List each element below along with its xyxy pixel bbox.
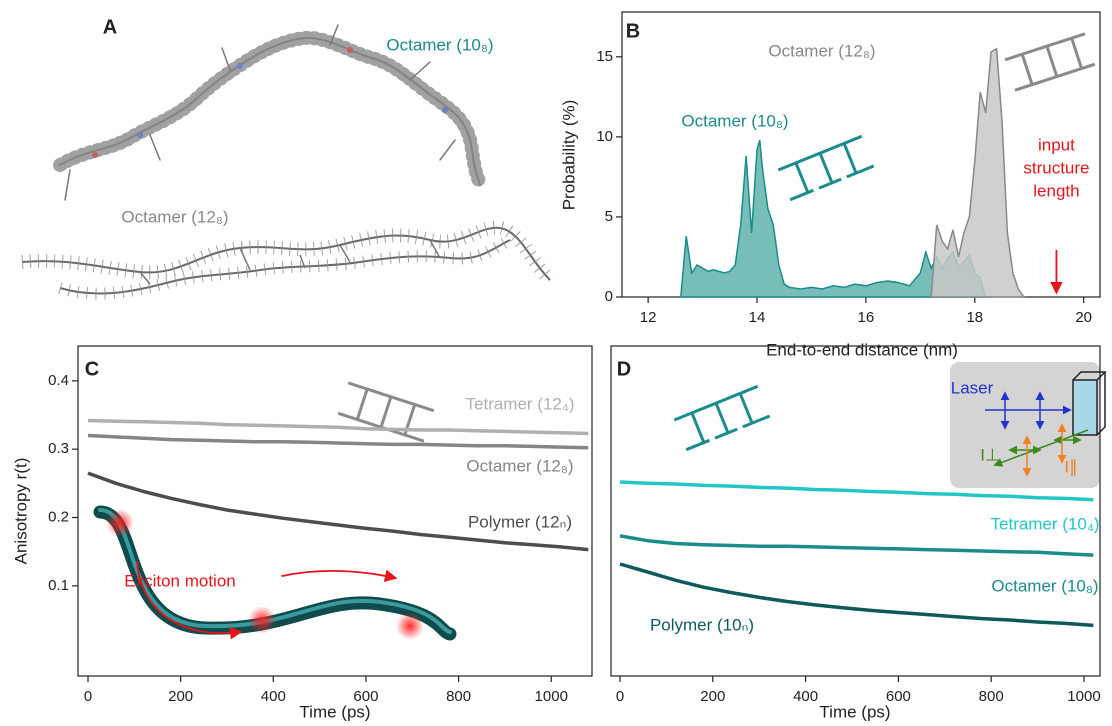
series-label: Polymer (10ₙ) [650,615,754,634]
series-label: Tetramer (12₄) [466,394,575,413]
x-tick-label: 200 [700,688,725,705]
annotation: I∥ [1064,457,1077,476]
series-label: Octamer (10₈) [991,576,1098,595]
annotation: I⊥ [980,445,1000,464]
panel-letter: D [617,358,631,380]
structure-label: Octamer (12₈) [121,207,228,226]
series-line [87,418,589,436]
series-label: Octamer (12₈) [466,456,573,475]
x-axis-label: Time (ps) [299,702,370,721]
x-axis-label: End-to-end distance (nm) [766,340,958,359]
molecule-10-8 [53,24,487,201]
panel-letter: B [626,20,640,42]
molecule-12-8 [21,220,556,300]
x-tick-label: 12 [640,309,657,326]
series-line [87,433,589,450]
x-tick-label: 1000 [1067,688,1100,705]
x-tick-label: 200 [168,688,193,705]
y-tick-label: 5 [605,208,613,225]
series-line [619,534,1094,557]
distribution-area [930,47,1026,298]
x-tick-label: 800 [446,688,471,705]
x-tick-label: 600 [886,688,911,705]
series-label: Octamer (12₈) [768,41,875,60]
annotation: Laser [951,378,994,397]
ladder-icon [777,134,875,202]
x-tick-label: 14 [749,309,766,326]
y-tick-label: 0.3 [48,440,69,457]
panel-letter: A [103,16,117,38]
molecule-dots [92,47,448,158]
x-tick-label: 800 [979,688,1004,705]
series-line [87,471,589,552]
polarization-inset [950,362,1107,488]
y-tick-label: 15 [596,48,613,65]
series-label: Tetramer (10₄) [991,514,1100,533]
exciton-tube [93,505,457,641]
annotation: Exciton motion [124,571,236,590]
y-tick-label: 0.1 [48,577,69,594]
series-label: Polymer (12ₙ) [468,512,572,531]
y-tick-label: 0 [605,288,613,305]
structure-label: Octamer (10₈) [386,35,493,54]
series-line [619,480,1094,502]
ladder-icon [673,384,771,452]
x-tick-label: 18 [966,309,983,326]
y-tick-label: 10 [596,128,613,145]
ladder-icon [337,381,435,443]
series-label: Octamer (10₈) [681,111,788,130]
x-tick-label: 400 [261,688,286,705]
annotation: length [1033,181,1079,200]
x-tick-label: 400 [793,688,818,705]
ladder-icon [1004,32,1096,92]
panel-letter: C [85,358,99,380]
x-axis-label: Time (ps) [819,702,890,721]
plot-frame [77,345,593,677]
plot-frame [610,345,1101,677]
x-tick-label: 600 [353,688,378,705]
x-tick-label: 0 [616,688,624,705]
x-tick-label: 20 [1075,309,1092,326]
y-tick-label: 0.2 [48,508,69,525]
x-tick-label: 0 [84,688,92,705]
annotation: structure [1023,158,1089,177]
y-axis-label: Anisotropy r(t) [11,458,30,565]
x-tick-label: 1000 [535,688,568,705]
y-axis-label: Probability (%) [559,100,578,211]
annotation: input [1038,135,1075,154]
series-line [619,562,1094,628]
y-tick-label: 0.4 [48,372,69,389]
x-tick-label: 16 [858,309,875,326]
